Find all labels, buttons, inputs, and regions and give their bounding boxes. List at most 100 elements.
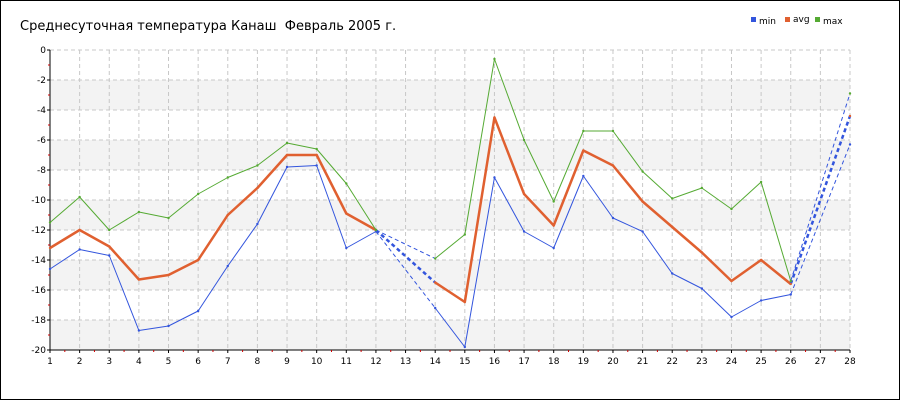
series-max xyxy=(48,57,852,283)
data-point-min xyxy=(641,230,644,233)
x-tick-label: 23 xyxy=(696,357,707,367)
series-line-avg xyxy=(49,153,377,281)
grid-band xyxy=(50,320,850,350)
data-point-max xyxy=(493,57,496,61)
data-point-min xyxy=(611,216,615,220)
data-point-min xyxy=(196,309,200,313)
data-point-min xyxy=(137,329,141,332)
data-point-max xyxy=(78,195,81,199)
y-tick-label: -10 xyxy=(31,196,46,206)
y-tick-label: -2 xyxy=(37,76,46,86)
x-tick-label: 3 xyxy=(106,357,112,367)
data-point-min xyxy=(493,176,496,179)
data-point-max xyxy=(522,138,526,142)
x-tick-label: 21 xyxy=(637,357,648,367)
data-point-avg xyxy=(522,192,526,196)
data-point-min xyxy=(582,174,585,178)
x-tick-label: 16 xyxy=(489,357,501,367)
x-tick-label: 14 xyxy=(429,357,441,367)
data-point-avg xyxy=(226,213,229,217)
series-gap-avg xyxy=(789,115,852,285)
data-point-min xyxy=(759,299,763,302)
data-point-max xyxy=(285,141,289,145)
data-point-max xyxy=(196,192,200,196)
data-point-min xyxy=(78,248,81,251)
data-point-avg xyxy=(137,278,141,281)
data-point-avg xyxy=(611,164,615,167)
data-point-max xyxy=(137,210,141,214)
data-point-max xyxy=(552,200,555,203)
data-point-max xyxy=(48,221,52,224)
legend-swatch-max xyxy=(815,17,820,22)
x-tick-label: 13 xyxy=(400,357,411,367)
data-point-avg xyxy=(315,153,318,157)
data-point-avg xyxy=(108,245,111,248)
grid-band xyxy=(50,260,850,290)
data-point-max xyxy=(848,92,852,95)
x-tick-label: 20 xyxy=(607,357,619,367)
data-point-max xyxy=(433,257,437,260)
y-tick-label: -18 xyxy=(31,316,46,326)
data-point-max xyxy=(463,233,467,236)
data-point-min xyxy=(463,345,467,349)
data-point-max xyxy=(226,176,229,179)
legend-label-avg: avg xyxy=(793,15,810,25)
data-point-min xyxy=(671,272,674,275)
data-point-min xyxy=(848,143,852,146)
y-tick-label: -14 xyxy=(31,256,46,266)
series-gap-min xyxy=(375,231,436,309)
data-point-avg xyxy=(433,281,437,284)
data-point-max xyxy=(315,147,318,151)
x-tick-label: 1 xyxy=(47,357,53,367)
data-point-max xyxy=(582,129,585,133)
x-tick-label: 24 xyxy=(726,357,738,367)
data-point-avg xyxy=(700,251,704,254)
x-tick-label: 11 xyxy=(341,357,352,367)
series-gap-max xyxy=(375,229,436,259)
data-point-max xyxy=(641,170,644,173)
data-point-avg xyxy=(582,149,585,152)
legend-swatch-avg xyxy=(785,17,790,22)
data-point-max xyxy=(671,197,674,200)
x-tick-label: 4 xyxy=(136,357,142,367)
data-point-min xyxy=(700,287,704,290)
y-tick-label: -6 xyxy=(37,136,46,146)
x-tick-label: 26 xyxy=(785,357,797,367)
data-point-min xyxy=(433,306,437,310)
y-tick-label: -20 xyxy=(31,346,46,356)
series-gap-min xyxy=(790,144,851,295)
y-tick-label: -8 xyxy=(37,166,46,176)
data-point-avg xyxy=(730,279,733,283)
data-point-avg xyxy=(493,116,496,119)
x-tick-label: 6 xyxy=(195,357,201,367)
x-tick-label: 12 xyxy=(370,357,381,367)
data-point-min xyxy=(552,246,555,250)
series-line-min xyxy=(49,165,377,331)
grid-band xyxy=(50,80,850,110)
data-point-min xyxy=(167,324,170,328)
data-point-max xyxy=(730,207,733,211)
data-point-max xyxy=(700,186,704,190)
y-tick-label: -12 xyxy=(31,226,46,236)
x-tick-label: 27 xyxy=(815,357,826,367)
data-point-min xyxy=(108,254,111,257)
data-point-min xyxy=(315,164,318,167)
x-tick-label: 19 xyxy=(578,357,590,367)
data-point-avg xyxy=(285,153,289,157)
data-point-max xyxy=(108,228,111,232)
data-point-max xyxy=(345,182,348,185)
data-point-min xyxy=(522,230,526,233)
data-point-avg xyxy=(671,225,674,229)
x-tick-label: 2 xyxy=(77,357,83,367)
data-point-min xyxy=(730,315,733,319)
y-tick-label: -4 xyxy=(37,106,46,116)
data-point-min xyxy=(285,165,289,169)
data-point-avg xyxy=(759,258,763,262)
grid-band xyxy=(50,200,850,230)
data-point-avg xyxy=(848,114,852,118)
x-tick-label: 10 xyxy=(311,357,323,367)
data-point-max xyxy=(374,228,378,232)
x-tick-label: 8 xyxy=(255,357,261,367)
data-point-avg xyxy=(256,186,259,190)
